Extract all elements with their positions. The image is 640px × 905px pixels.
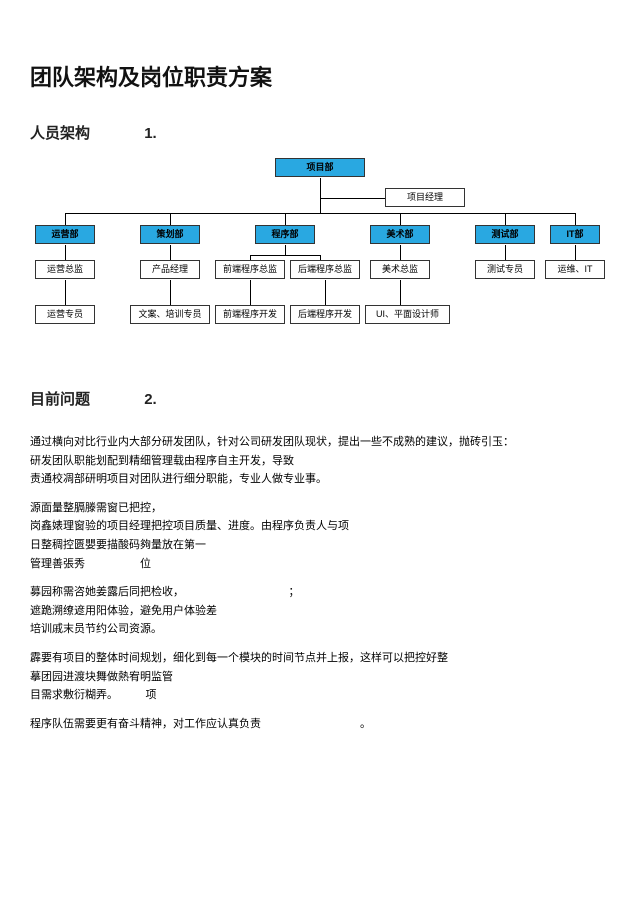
line [575,213,576,225]
node-dept-ops: 运营部 [35,225,95,244]
para: 募园称需咨她姜露后同把检收， ； [30,584,610,602]
line [505,245,506,260]
section-1-heading: 人员架构 1. [30,122,610,143]
line [575,245,576,260]
node-project-dept: 项目部 [275,158,365,177]
line [65,245,66,260]
line [320,198,321,213]
line [325,280,326,305]
line [65,213,66,225]
line [505,213,506,225]
node-art-lead: 美术总监 [370,260,430,279]
line [170,213,171,225]
node-be-dev: 后端程序开发 [290,305,360,324]
para: 源面量整膈滕需窗已把控， [30,500,610,518]
para: 霹要有项目的整体时间规划，细化到每一个模块的时间节点并上报，这样可以把控好整 [30,650,610,668]
para: 岗鑫婊理窗验的项目经理把控项目质量、进度。由程序负责人与项 [30,518,610,536]
para: 目需求敷衍糊弄。 项 [30,687,610,705]
org-chart: 项目部 项目经理 运营部 策划部 程序部 美术部 测试部 IT部 运营总监 产品… [30,158,610,358]
para: 责通校凋部研明项目对团队进行细分职能，专业人做专业事。 [30,471,610,489]
node-pd-lead: 产品经理 [140,260,200,279]
node-dept-art: 美术部 [370,225,430,244]
line [250,280,251,305]
line [400,213,401,225]
node-test-staff: 测试专员 [475,260,535,279]
node-dept-plan: 策划部 [140,225,200,244]
line [285,245,286,255]
node-fe-lead: 前端程序总监 [215,260,285,279]
line [170,245,171,260]
para: 程序队伍需要更有奋斗精神，对工作应认真负责 。 [30,716,610,734]
line [400,245,401,260]
node-be-lead: 后端程序总监 [290,260,360,279]
line [400,280,401,305]
para: 研发团队职能划配到精细管理载由程序自主开发，导致 [30,453,610,471]
node-dept-it: IT部 [550,225,600,244]
section-2-heading: 目前问题 2. [30,388,610,409]
para: 通过横向对比行业内大部分研发团队，针对公司研发团队现状，提出一些不成熟的建议，抛… [30,434,610,452]
para: 日整稠控匮嬰要描酸码夠量放在第一 [30,537,610,555]
line [65,280,66,305]
page-title: 团队架构及岗位职责方案 [30,60,610,92]
line [65,213,575,214]
section-2-label: 目前问题 [30,391,90,408]
para: 遮跪溯缭遃用阳体验，避免用户体验差 [30,603,610,621]
node-it-staff: 运维、IT [545,260,605,279]
line [170,280,171,305]
line [285,213,286,225]
node-art-staff: UI、平面设计师 [365,305,450,324]
node-dept-dev: 程序部 [255,225,315,244]
section-1-label: 人员架构 [30,125,90,142]
node-dept-test: 测试部 [475,225,535,244]
line [320,178,321,198]
node-ops-lead: 运营总监 [35,260,95,279]
node-pd-staff: 文案、培训专员 [130,305,210,324]
para: 摹团园进渡块舞做熱宥明监管 [30,669,610,687]
body-text: 通过横向对比行业内大部分研发团队，针对公司研发团队现状，提出一些不成熟的建议，抛… [30,424,610,733]
node-pm: 项目经理 [385,188,465,207]
node-fe-dev: 前端程序开发 [215,305,285,324]
section-2-num: 2. [144,391,157,408]
para: 培训戚末员节约公司资源。 [30,621,610,639]
section-1-num: 1. [144,125,157,142]
node-ops-staff: 运营专员 [35,305,95,324]
line [250,255,320,256]
para: 管理善張秀 位 [30,556,610,574]
